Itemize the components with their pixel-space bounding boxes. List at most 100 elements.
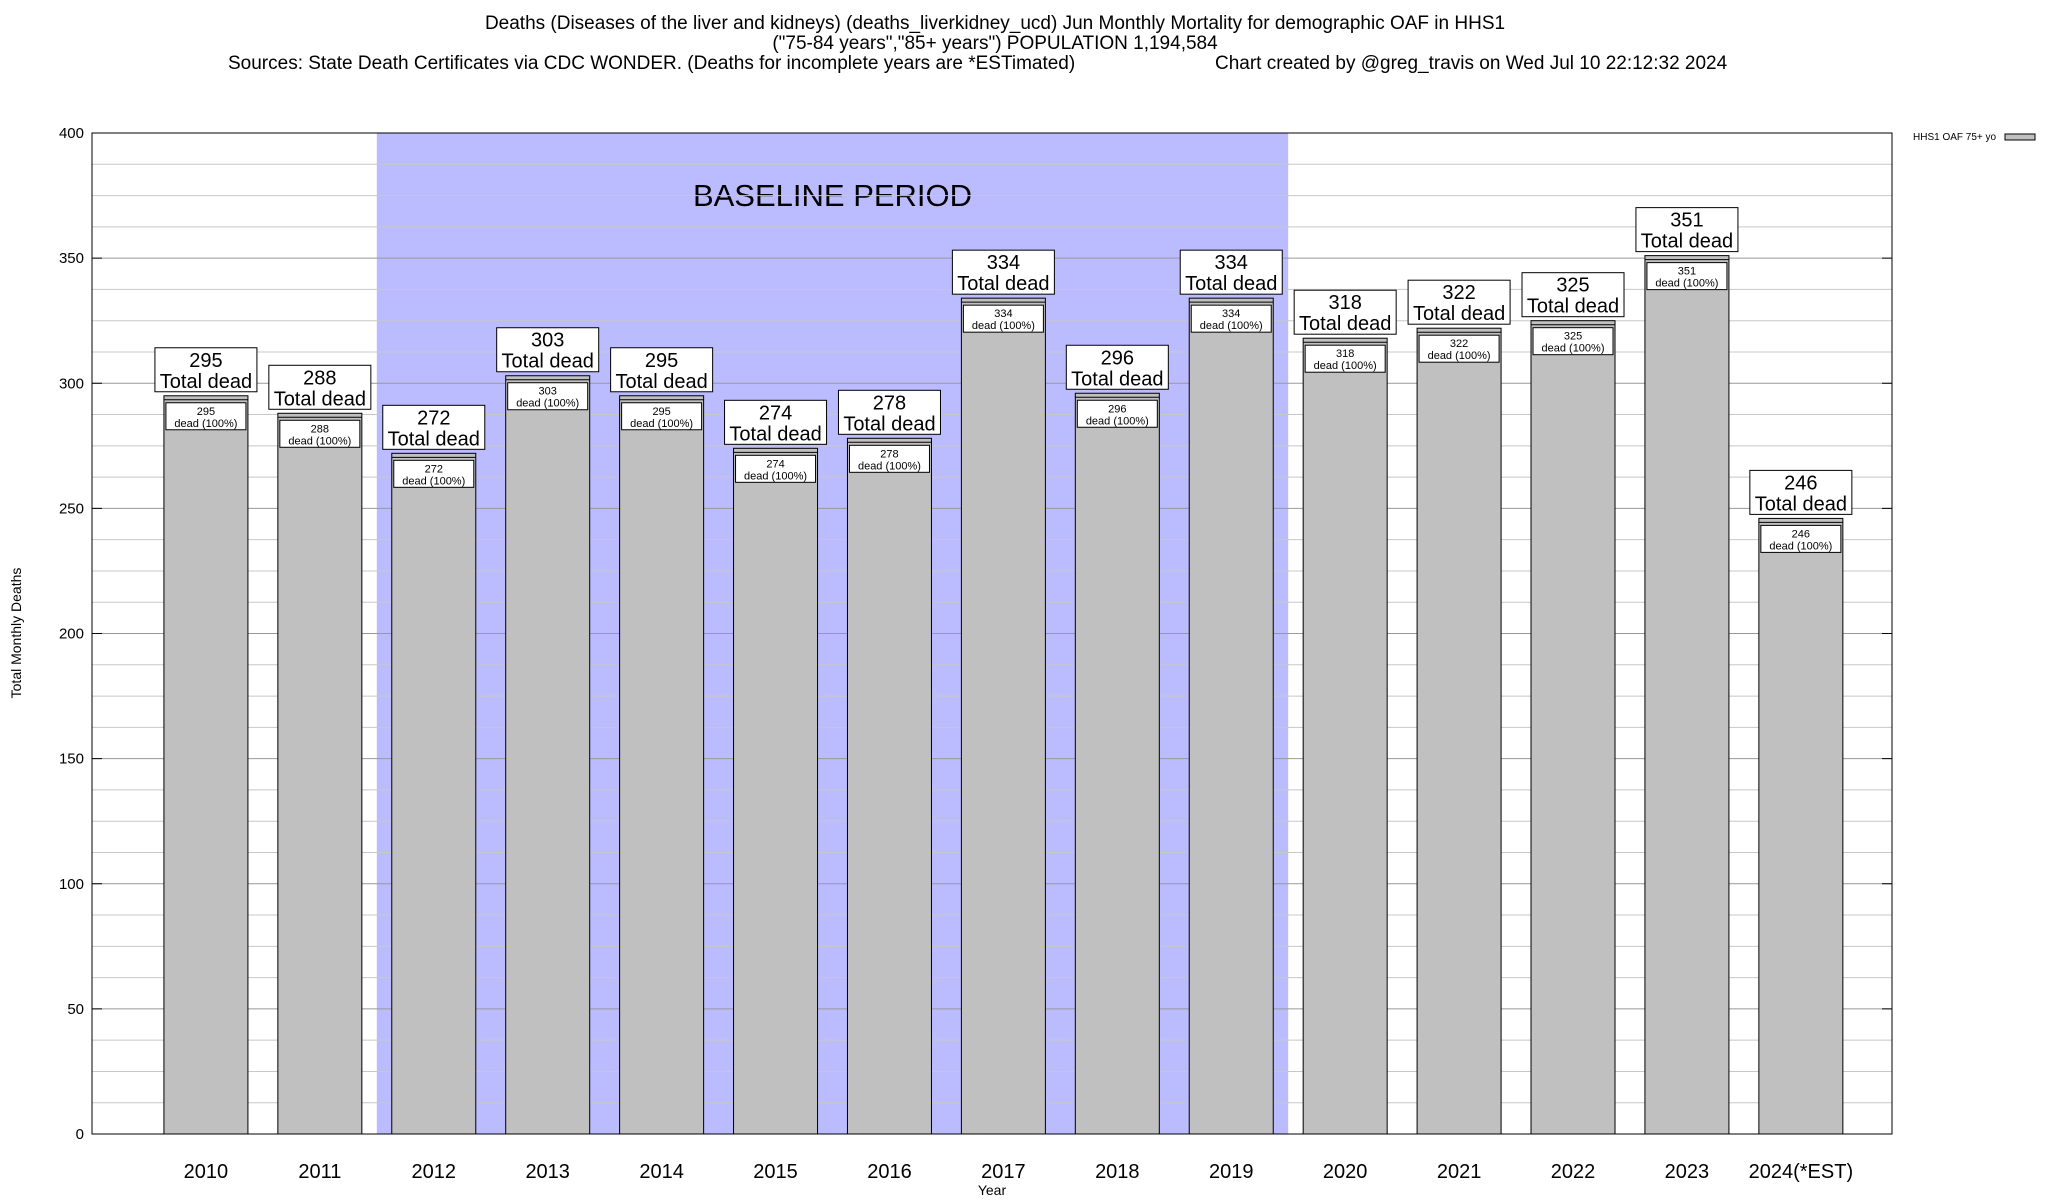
inner-value-label: 325	[1564, 331, 1582, 343]
bar	[846, 437, 932, 1135]
bar	[505, 375, 591, 1135]
x-tick-label: 2020	[1323, 1161, 1368, 1183]
x-tick-label: 2011	[298, 1161, 341, 1183]
inner-label-box	[848, 444, 930, 473]
total-value-label: 295	[645, 350, 678, 372]
inner-value-label: 288	[311, 423, 329, 435]
total-value-label: 322	[1442, 282, 1475, 304]
inner-label-box	[1304, 344, 1386, 373]
inner-percent-label: dead (100%)	[972, 320, 1035, 332]
total-dead-label: Total dead	[1527, 296, 1619, 318]
legend: HHS1 OAF 75+ yo	[1913, 132, 2036, 143]
inner-percent-label: dead (100%)	[402, 475, 465, 487]
inner-value-label: 303	[539, 386, 557, 398]
inner-label-box	[962, 304, 1044, 333]
chart-sources: Sources: State Death Certificates via CD…	[228, 53, 1076, 74]
inner-label-box	[279, 419, 361, 448]
y-tick-label: 0	[76, 1126, 84, 1143]
bar	[163, 395, 249, 1135]
total-label-box	[268, 364, 372, 410]
inner-percent-label: dead (100%)	[174, 418, 237, 430]
bar	[619, 395, 705, 1135]
y-tick-label: 50	[67, 1001, 84, 1018]
inner-percent-label: dead (100%)	[1428, 350, 1491, 362]
total-label-box	[1521, 272, 1625, 318]
inner-label-box	[1190, 304, 1272, 333]
y-tick-label: 300	[59, 375, 84, 392]
inner-label-box	[1646, 262, 1728, 291]
total-value-label: 318	[1328, 292, 1361, 314]
total-label-box	[610, 347, 714, 393]
total-dead-label: Total dead	[274, 388, 366, 410]
inner-percent-label: dead (100%)	[1769, 540, 1832, 552]
inner-label-box	[1076, 399, 1158, 428]
legend-label: HHS1 OAF 75+ yo	[1913, 132, 1997, 143]
total-label-box	[951, 249, 1055, 295]
total-value-label: 303	[531, 330, 564, 352]
total-label-box	[154, 347, 258, 393]
inner-percent-label: dead (100%)	[1314, 360, 1377, 372]
total-dead-label: Total dead	[160, 371, 252, 393]
total-dead-label: Total dead	[729, 423, 821, 445]
total-value-label: 295	[189, 350, 222, 372]
x-tick-label: 2014	[639, 1161, 684, 1183]
inner-value-label: 272	[425, 463, 443, 475]
total-label-box	[1293, 289, 1397, 335]
total-value-label: 351	[1670, 210, 1703, 232]
total-dead-label: Total dead	[388, 428, 480, 450]
inner-value-label: 334	[1222, 308, 1240, 320]
inner-label-box	[735, 454, 817, 483]
y-tick-label: 100	[59, 876, 84, 893]
inner-value-label: 295	[197, 406, 215, 418]
y-axis-label: Total Monthly Deaths	[8, 568, 24, 699]
inner-label-box	[165, 402, 247, 431]
total-value-label: 272	[417, 407, 450, 429]
inner-value-label: 246	[1792, 528, 1810, 540]
inner-percent-label: dead (100%)	[744, 470, 807, 482]
y-tick-label: 200	[59, 626, 84, 643]
bar	[1644, 255, 1730, 1135]
bar	[1416, 327, 1502, 1135]
inner-label-box	[507, 382, 589, 411]
inner-label-box	[1760, 524, 1842, 553]
x-axis-label: Year	[978, 1182, 1007, 1198]
bar	[1530, 320, 1616, 1135]
total-label-box	[1749, 469, 1853, 515]
total-dead-label: Total dead	[957, 273, 1049, 295]
total-label-box	[724, 399, 828, 445]
inner-value-label: 318	[1336, 348, 1354, 360]
total-value-label: 325	[1556, 275, 1589, 297]
y-tick-label: 400	[59, 125, 84, 142]
total-dead-label: Total dead	[1413, 303, 1505, 325]
total-value-label: 296	[1101, 347, 1134, 369]
x-tick-label: 2017	[981, 1161, 1026, 1183]
total-label-box	[1065, 344, 1169, 390]
y-tick-label: 150	[59, 751, 84, 768]
inner-value-label: 278	[880, 448, 898, 460]
inner-percent-label: dead (100%)	[1086, 415, 1149, 427]
x-tick-label: 2023	[1665, 1161, 1710, 1183]
x-tick-label: 2019	[1209, 1161, 1254, 1183]
total-dead-label: Total dead	[1641, 231, 1733, 253]
bar	[1302, 337, 1388, 1135]
x-tick-label: 2015	[753, 1161, 798, 1183]
total-label-box	[1635, 207, 1739, 253]
bar	[733, 447, 819, 1135]
x-tick-label: 2012	[412, 1161, 457, 1183]
total-label-box	[837, 389, 941, 435]
inner-value-label: 296	[1108, 403, 1126, 415]
total-label-box	[382, 404, 486, 450]
total-value-label: 288	[303, 367, 336, 389]
inner-value-label: 322	[1450, 338, 1468, 350]
inner-value-label: 334	[994, 308, 1012, 320]
total-value-label: 334	[987, 252, 1020, 274]
total-label-box	[1179, 249, 1283, 295]
bar	[1074, 392, 1160, 1135]
inner-value-label: 295	[652, 406, 670, 418]
x-tick-label: 2013	[525, 1161, 570, 1183]
total-label-box	[1407, 279, 1511, 325]
bar	[391, 452, 477, 1135]
x-tick-label: 2016	[867, 1161, 912, 1183]
inner-percent-label: dead (100%)	[630, 418, 693, 430]
